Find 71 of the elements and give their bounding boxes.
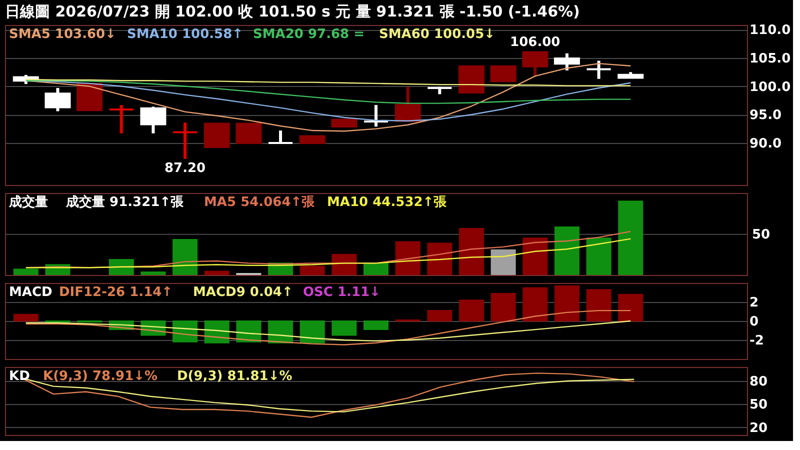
text: MACD9 0.04↑: [193, 285, 293, 300]
candlestick: [586, 60, 612, 79]
bar: [458, 300, 484, 322]
bar: [522, 287, 548, 322]
bar: [490, 249, 516, 275]
bar: [140, 272, 166, 275]
candlestick: [268, 130, 294, 144]
y-tick-label: 110.0: [750, 23, 791, 38]
candlestick: [490, 65, 516, 82]
candlestick: [108, 105, 134, 134]
series-label: OSC 1.11↓: [303, 285, 380, 300]
bar: [490, 292, 516, 322]
y-tick-label: 50: [750, 398, 768, 413]
text: MA10 44.532↑張: [327, 195, 448, 210]
bar: [364, 320, 388, 330]
bar: [268, 320, 294, 344]
chart-title: 日線圖 2026/07/23 開 102.00 收 101.50 s 元 量 91.321 張 -1.50 (-1.46%): [5, 2, 580, 21]
candlestick: [140, 106, 166, 134]
bar: [554, 226, 580, 275]
line-series: [25, 310, 632, 346]
y-tick-label: 90.0: [750, 136, 782, 152]
bar: [300, 320, 325, 344]
y-tick-label: 105.0: [750, 51, 791, 66]
bar: [427, 310, 452, 322]
bar: [586, 289, 612, 322]
bar: [618, 200, 644, 275]
bar: [522, 238, 548, 275]
series-label: K(9,3) 78.91↓%: [43, 369, 158, 384]
bar: [172, 239, 198, 275]
candlestick: [554, 53, 580, 70]
candlestick: [363, 105, 389, 127]
bar: [395, 241, 420, 275]
annotation: 成交量 91.321↑張: [65, 194, 185, 210]
candlestick: [204, 122, 230, 148]
text: SMA10 100.58↑: [127, 27, 244, 42]
y-tick-label: -2: [750, 334, 764, 348]
y-tick-label: 80: [750, 374, 768, 390]
y-tick-label: 0: [750, 314, 759, 330]
bar: [13, 268, 38, 275]
text: SMA20 97.68 =: [253, 27, 365, 42]
bar: [427, 242, 452, 275]
series-label: D(9,3) 81.81↓%: [177, 369, 292, 384]
candlestick: [236, 122, 262, 144]
text: MA5 54.064↑張: [204, 195, 316, 210]
series-label: DIF12-26 1.14↑: [59, 285, 173, 300]
bar: [300, 266, 325, 275]
bar: [364, 262, 388, 275]
candlestick: [394, 86, 421, 122]
y-tick-label: 20: [750, 420, 768, 436]
candlestick: [522, 51, 548, 76]
chart-title: KD: [9, 369, 30, 384]
bar: [458, 228, 484, 275]
bar: [554, 285, 580, 322]
y-tick-label: 100.0: [750, 80, 791, 95]
bar: [204, 270, 230, 275]
text: SMA5 103.60↓: [9, 27, 116, 42]
chart-title: MACD: [9, 285, 53, 300]
bar: [618, 294, 644, 322]
text: SMA60 100.05↓: [379, 27, 496, 42]
bar: [586, 238, 612, 275]
chart-title: 成交量: [8, 194, 48, 210]
y-tick-label: 2: [750, 296, 759, 310]
line-series: [25, 320, 632, 342]
bar: [332, 254, 357, 275]
bar: [332, 320, 357, 336]
annotation: 106.00: [510, 35, 560, 50]
bar: [13, 314, 38, 322]
candlestick: [44, 88, 71, 112]
annotation: 87.20: [164, 160, 206, 176]
candlestick: [172, 122, 198, 159]
y-tick-label: 95.0: [750, 108, 782, 124]
